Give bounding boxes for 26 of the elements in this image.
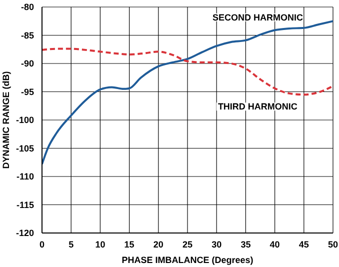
y-tick-label: -85 bbox=[20, 30, 34, 40]
x-tick-label: 30 bbox=[212, 239, 222, 250]
x-tick-label: 15 bbox=[124, 239, 134, 250]
x-tick-label: 5 bbox=[68, 239, 74, 250]
series-label: THIRD HARMONIC bbox=[218, 102, 298, 112]
y-tick-label: -115 bbox=[16, 200, 34, 210]
series-label: SECOND HARMONIC bbox=[212, 12, 304, 22]
line-series bbox=[42, 20, 333, 166]
x-tick-label: 35 bbox=[240, 239, 251, 250]
y-tick-label: -105 bbox=[16, 143, 34, 154]
y-axis-title: DYNAMIC RANGE (dB) bbox=[1, 71, 12, 169]
x-tick-label: 20 bbox=[153, 239, 164, 250]
y-tick-label: -90 bbox=[20, 58, 34, 69]
y-tick-label: -80 bbox=[20, 2, 34, 12]
x-tick-label: 10 bbox=[95, 239, 106, 250]
x-tick-label: 25 bbox=[182, 239, 193, 250]
x-tick-label: 50 bbox=[328, 239, 338, 250]
y-tick-label: -95 bbox=[20, 86, 34, 97]
y-tick-label: -120 bbox=[16, 228, 34, 238]
line-series bbox=[42, 48, 333, 96]
y-tick-label: -110 bbox=[16, 172, 34, 182]
x-axis-title: PHASE IMBALANCE (Degrees) bbox=[122, 255, 254, 265]
x-tick-label: 40 bbox=[270, 239, 280, 250]
y-tick-label: -100 bbox=[16, 115, 34, 126]
x-tick-label: 0 bbox=[39, 239, 45, 250]
x-tick-label: 45 bbox=[298, 239, 309, 250]
